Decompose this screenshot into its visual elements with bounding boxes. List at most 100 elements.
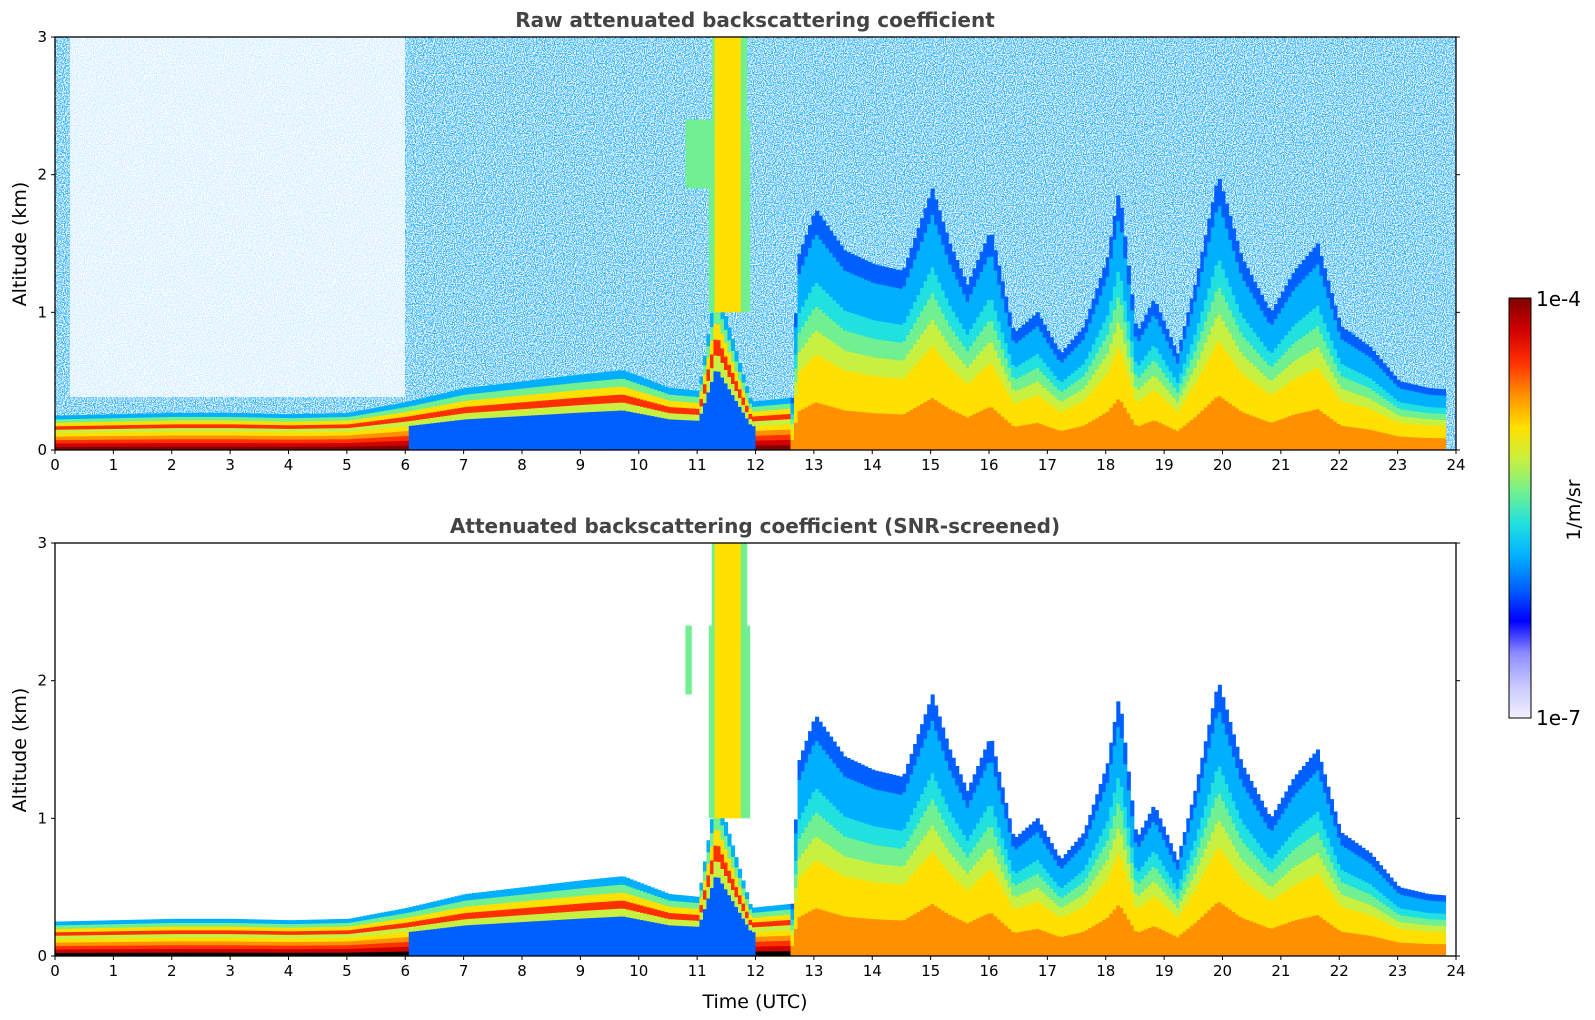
raw-heatmap-cell — [1329, 402, 1335, 420]
screened-heatmap-cell — [121, 934, 126, 939]
raw-heatmap-cell — [1021, 362, 1026, 376]
screened-heatmap-cell — [310, 926, 315, 931]
screened-heatmap-cell — [328, 933, 333, 939]
raw-heatmap-cell — [72, 443, 77, 447]
raw-heatmap-cell — [1242, 337, 1247, 357]
raw-heatmap-cell — [233, 438, 238, 443]
screened-heatmap-cell — [184, 929, 189, 935]
raw-heatmap-cell — [1004, 296, 1009, 313]
raw-heatmap-cell — [818, 403, 823, 427]
screened-heatmap-cell — [226, 952, 231, 956]
screened-heatmap-cell — [310, 941, 315, 946]
raw-heatmap-cell — [415, 429, 420, 436]
raw-heatmap-cell — [1392, 420, 1398, 429]
screened-heatmap-cell — [240, 919, 245, 924]
raw-heatmap-cell — [850, 430, 855, 450]
raw-heatmap-cell — [727, 364, 732, 378]
raw-heatmap-cell — [836, 240, 841, 262]
raw-heatmap-cell — [198, 420, 203, 425]
raw-heatmap-cell — [857, 392, 862, 412]
raw-heatmap-cell — [310, 435, 315, 440]
raw-heatmap-cell — [713, 434, 718, 450]
raw-heatmap-cell — [955, 279, 960, 299]
raw-heatmap-cell — [394, 440, 399, 446]
raw-heatmap-cell — [1133, 348, 1138, 362]
raw-heatmap-cell — [1277, 434, 1282, 450]
raw-heatmap-cell — [62, 425, 67, 430]
raw-heatmap-cell — [895, 305, 900, 325]
screened-heatmap-cell — [314, 952, 319, 956]
raw-heatmap-cell — [1382, 441, 1387, 450]
raw-heatmap-cell — [499, 430, 504, 438]
raw-heatmap-cell — [972, 431, 977, 450]
raw-heatmap-cell — [93, 421, 98, 426]
screened-heatmap-cell — [251, 952, 256, 956]
screened-heatmap-cell — [174, 952, 179, 956]
raw-heatmap-cell — [163, 427, 168, 432]
raw-heatmap-cell — [934, 324, 939, 351]
raw-heatmap-cell — [370, 441, 375, 447]
screened-heatmap-cell — [286, 920, 291, 925]
raw-heatmap-cell — [597, 372, 602, 381]
raw-heatmap-cell — [1137, 389, 1142, 402]
raw-heatmap-cell — [146, 420, 151, 425]
raw-heatmap-cell — [1329, 418, 1335, 435]
raw-heatmap-cell — [808, 382, 813, 406]
raw-heatmap-cell — [279, 428, 284, 433]
raw-heatmap-cell — [1196, 304, 1201, 324]
raw-heatmap-cell — [1014, 378, 1019, 391]
raw-heatmap-cell — [83, 421, 88, 426]
raw-heatmap-cell — [55, 415, 60, 420]
raw-heatmap-cell — [1154, 333, 1159, 349]
raw-heatmap-cell — [1098, 415, 1103, 434]
raw-heatmap-cell — [265, 428, 270, 433]
screened-heatmap-cell — [279, 919, 284, 924]
raw-heatmap-cell — [1399, 409, 1405, 417]
screened-heatmap-cell — [111, 934, 116, 939]
screened-heatmap-cell — [296, 948, 301, 953]
raw-heatmap-cell — [205, 412, 210, 417]
screened-heatmap-cell — [310, 930, 315, 935]
screened-heatmap-cell — [191, 952, 196, 956]
raw-heatmap-cell — [667, 400, 673, 408]
screened-heatmap-cell — [76, 928, 81, 932]
raw-heatmap-cell — [153, 446, 158, 450]
raw-heatmap-cell — [1123, 343, 1128, 366]
screened-heatmap-cell — [174, 918, 179, 923]
raw-heatmap-cell — [909, 369, 914, 390]
raw-heatmap-cell — [303, 413, 308, 418]
raw-heatmap-cell — [559, 398, 564, 407]
raw-heatmap-cell — [776, 444, 781, 450]
raw-heatmap-cell — [520, 443, 525, 450]
raw-heatmap-cell — [787, 408, 792, 415]
raw-heatmap-cell — [983, 408, 988, 430]
screened-heatmap-cell — [366, 927, 371, 932]
raw-heatmap-cell — [794, 340, 799, 355]
raw-heatmap-cell — [608, 379, 613, 388]
raw-heatmap-cell — [969, 345, 974, 364]
screened-heatmap-cell — [90, 934, 95, 939]
raw-heatmap-cell — [492, 430, 497, 438]
raw-heatmap-cell — [1070, 394, 1075, 407]
raw-heatmap-cell — [580, 412, 585, 421]
raw-heatmap-cell — [1389, 371, 1394, 380]
raw-heatmap-cell — [1410, 417, 1415, 425]
raw-heatmap-cell — [107, 425, 112, 430]
raw-heatmap-cell — [146, 446, 151, 450]
screened-heatmap-cell — [300, 927, 305, 932]
raw-heatmap-cell — [310, 420, 315, 425]
raw-heatmap-cell — [1165, 413, 1170, 427]
raw-heatmap-cell — [825, 360, 830, 384]
raw-heatmap-cell — [1417, 398, 1422, 406]
raw-heatmap-cell — [1056, 349, 1061, 360]
raw-heatmap-cell — [1123, 385, 1128, 408]
raw-heatmap-cell — [874, 338, 879, 358]
raw-heatmap-cell — [1305, 430, 1310, 450]
raw-heatmap-cell — [433, 433, 438, 440]
screened-heatmap-cell — [261, 937, 266, 942]
screened-heatmap-cell — [244, 948, 249, 953]
raw-heatmap-cell — [1063, 419, 1068, 431]
raw-heatmap-cell — [328, 427, 333, 433]
raw-heatmap-cell — [762, 420, 767, 426]
raw-heatmap-cell — [503, 383, 508, 391]
